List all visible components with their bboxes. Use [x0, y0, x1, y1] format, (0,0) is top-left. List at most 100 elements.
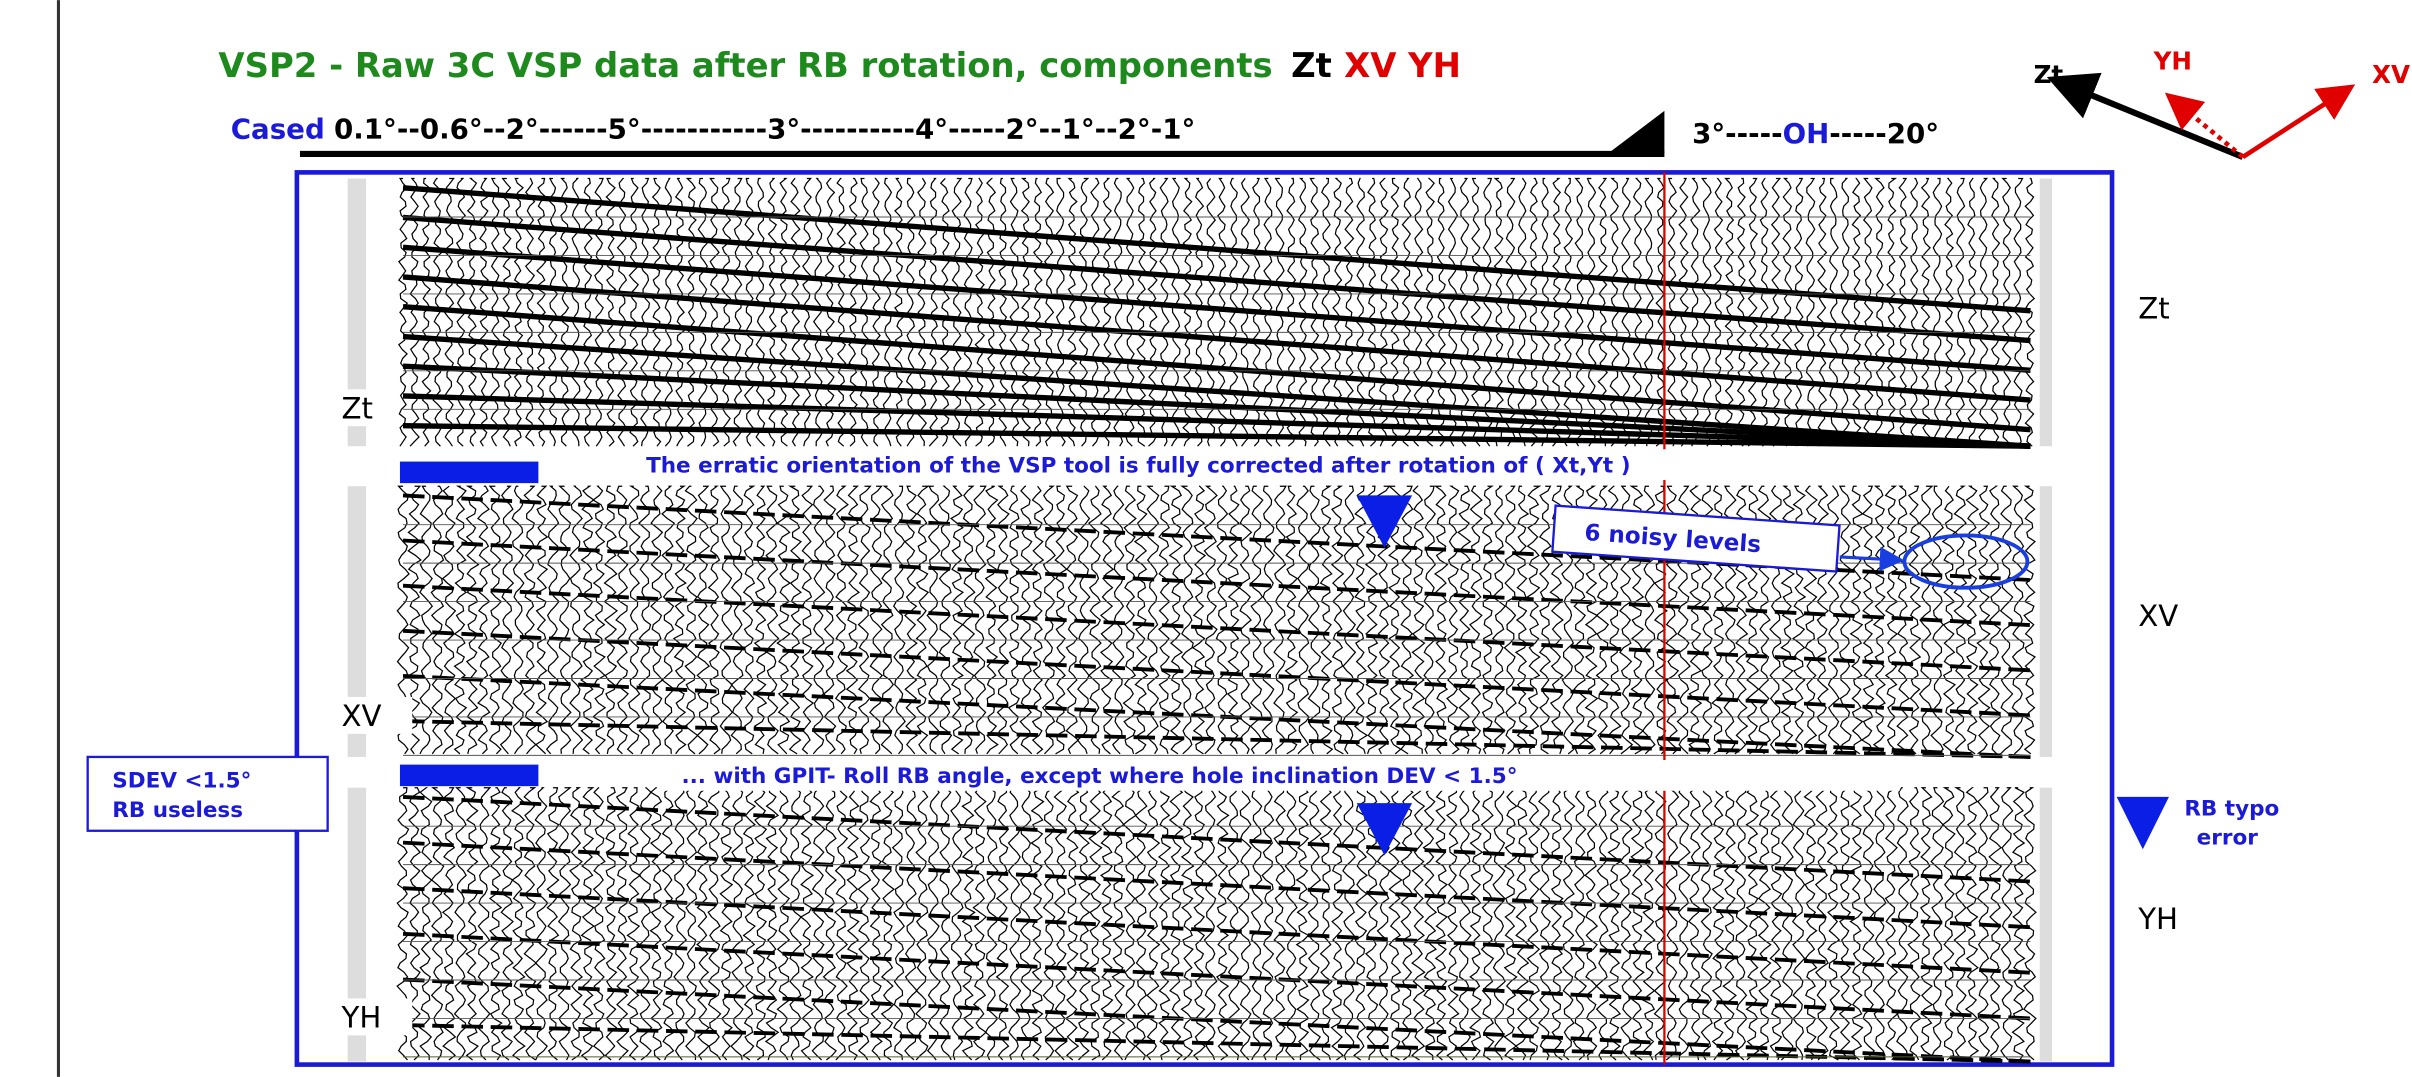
trace: [1295, 787, 1310, 1060]
trace: [407, 485, 422, 755]
blue-bar: [399, 764, 539, 787]
trace: [732, 177, 743, 447]
trace: [789, 787, 802, 1061]
trace: [488, 787, 503, 1061]
trace: [1828, 177, 1839, 447]
trace: [730, 485, 745, 755]
trace: [857, 485, 872, 755]
compass-zt-arrow: [2046, 72, 2244, 160]
trace: [904, 787, 918, 1061]
event: [402, 977, 2031, 1064]
trace: [465, 787, 479, 1061]
oh-after: -----20°: [1829, 117, 1939, 150]
event: [402, 583, 2031, 673]
trace: [1734, 787, 1749, 1061]
trace: [1770, 177, 1782, 447]
trace: [1851, 177, 1862, 447]
title-xv-yh: XV YH: [1344, 46, 1461, 85]
trace: [558, 485, 572, 754]
trace: [742, 787, 757, 1061]
trace: [1422, 787, 1438, 1061]
trace: [534, 485, 549, 755]
trace: [1133, 485, 1149, 755]
trace: [1780, 787, 1794, 1061]
trace: [453, 485, 468, 755]
trace: [557, 787, 572, 1061]
trace: [764, 787, 780, 1061]
trace: [1168, 787, 1184, 1061]
trace: [1226, 485, 1241, 755]
trace: [926, 485, 941, 755]
trace: [1526, 787, 1541, 1061]
trace: [453, 787, 468, 1061]
noisy-levels-callout: 6 noisy levels: [1551, 504, 1841, 573]
trace: [604, 787, 618, 1061]
trace: [1803, 787, 1818, 1061]
trace: [1330, 787, 1344, 1061]
trace: [696, 485, 711, 755]
event: [402, 1023, 2031, 1064]
trace: [779, 177, 789, 447]
trace: [1759, 177, 1770, 447]
trace: [500, 787, 514, 1061]
trace: [1584, 787, 1599, 1061]
trace: [776, 787, 791, 1061]
label-background: [335, 696, 413, 734]
trace: [615, 485, 629, 755]
trace: [1307, 787, 1322, 1061]
trace: [834, 787, 849, 1061]
trace: [1318, 485, 1334, 755]
note-background: [661, 760, 1900, 791]
noisy-levels-ellipse: [1902, 533, 2030, 590]
rotation-note: The erratic orientation of the VSP tool …: [646, 453, 1630, 478]
oh-label: OH: [1783, 117, 1830, 150]
event: [402, 185, 2031, 314]
trace: [1007, 485, 1022, 755]
panel-side-label: Zt: [2138, 292, 2169, 326]
sdev-line1: SDEV <1.5°: [112, 769, 251, 794]
trace: [1976, 485, 1991, 755]
trace: [1711, 787, 1726, 1061]
trace: [1700, 787, 1713, 1061]
trace: [1690, 177, 1701, 447]
event: [402, 333, 2031, 449]
trace: [719, 787, 734, 1061]
trace: [1630, 787, 1645, 1061]
trace: [1619, 787, 1634, 1061]
trace: [1526, 485, 1542, 754]
trace: [1562, 787, 1576, 1061]
trace: [1538, 485, 1552, 755]
trace: [523, 787, 538, 1061]
trace: [1505, 177, 1516, 447]
trace: [1838, 787, 1853, 1061]
trace: [1215, 485, 1230, 755]
trace: [418, 787, 433, 1060]
trace: [1226, 787, 1241, 1061]
trace: [1238, 787, 1252, 1061]
trace: [1331, 485, 1345, 755]
trace: [1446, 485, 1460, 755]
compass-xv-arrow: [2241, 84, 2356, 159]
trace: [1180, 485, 1194, 755]
trace: [995, 787, 1010, 1061]
trace: [1862, 177, 1874, 447]
trace: [1976, 787, 1991, 1061]
trace: [1849, 787, 1864, 1061]
trace: [1469, 485, 1483, 755]
gpit-note: ... with GPIT- Roll RB angle, except whe…: [681, 764, 1517, 789]
trace: [684, 787, 698, 1060]
trace: [1342, 485, 1357, 755]
trace: [1805, 177, 1816, 447]
trace: [1965, 485, 1980, 755]
trace: [894, 177, 905, 447]
note-background: [622, 449, 2077, 481]
trace: [1469, 787, 1484, 1061]
scale-strip: [2039, 178, 2053, 447]
trace: [1909, 177, 1919, 447]
trace: [963, 177, 974, 447]
trace: [1261, 787, 1275, 1061]
trace: [1459, 177, 1470, 447]
cased-label: Cased: [231, 113, 325, 146]
trace: [1411, 485, 1426, 754]
trace: [1401, 177, 1412, 447]
